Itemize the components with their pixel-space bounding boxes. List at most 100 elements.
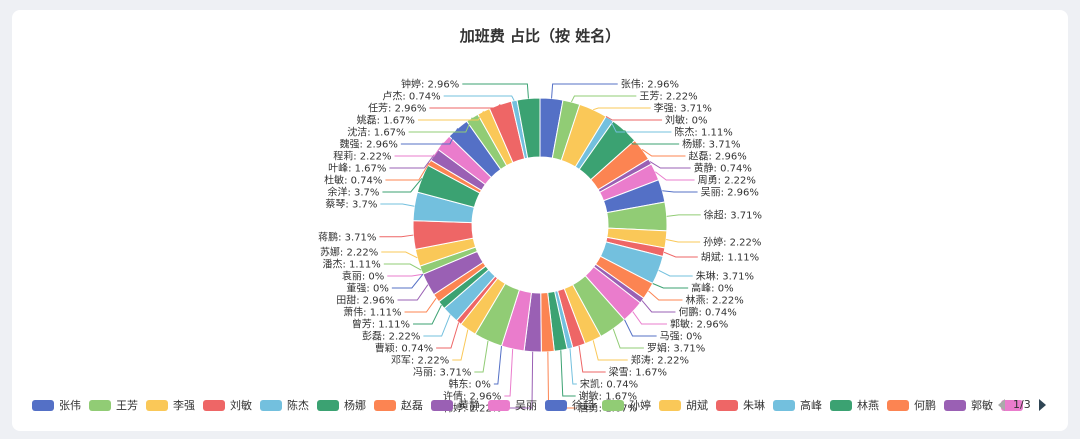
chart-legend: 张伟 王芳 李强 刘敏 陈杰 杨娜 赵磊 黄静 吴丽 徐超 孙婷 胡斌 朱琳 高峰 林燕 何鹏 郭敏 1/3	[12, 394, 1068, 416]
slice-label-余洋: 余洋: 3.7%	[327, 186, 379, 199]
legend-item-陈杰[interactable]: 陈杰	[260, 398, 309, 412]
leader-line-钟婷	[462, 83, 529, 99]
leader-line-程莉	[394, 142, 444, 157]
legend-swatch	[203, 399, 225, 411]
leader-line-郑涛	[592, 340, 628, 361]
leader-line-杨娜	[624, 130, 680, 145]
legend-next-icon[interactable]	[1038, 398, 1046, 411]
legend-label: 孙婷	[629, 399, 651, 412]
slice-label-韩婷: 韩婷: 2.22%	[443, 402, 501, 415]
slice-label-曾芳: 曾芳: 1.11%	[352, 318, 410, 331]
leader-line-林燕	[648, 290, 683, 301]
legend-label: 林燕	[857, 399, 879, 412]
slice-label-邓军: 邓军: 2.22%	[391, 355, 449, 367]
legend-swatch	[431, 399, 453, 411]
legend-swatch	[830, 399, 852, 411]
leader-line-任芳	[429, 104, 501, 109]
slice-label-朱琳: 朱琳: 3.71%	[696, 271, 754, 283]
legend-item-王芳[interactable]: 王芳	[89, 398, 138, 412]
slice-label-梁雪: 梁雪: 1.67%	[609, 366, 667, 379]
leader-line-曹颖	[436, 322, 460, 349]
slice-label-郭敏: 郭敏: 2.96%	[670, 318, 728, 331]
legend-item-孙婷[interactable]: 孙婷	[602, 398, 651, 412]
leader-line-胡斌	[663, 251, 698, 258]
leader-line-姚磊	[417, 110, 484, 121]
legend-swatch	[602, 399, 624, 411]
leader-line-曾芳	[413, 304, 442, 325]
leader-line-黄静	[649, 161, 691, 169]
slice-label-徐超: 徐超: 3.71%	[704, 208, 762, 221]
legend-label: 王芳	[116, 399, 138, 412]
leader-line-彭磊	[423, 314, 451, 337]
legend-label: 胡斌	[686, 399, 708, 412]
legend-item-胡斌[interactable]: 胡斌	[659, 398, 708, 412]
legend-item-李强[interactable]: 李强	[146, 398, 195, 412]
leader-line-梁雪	[578, 345, 606, 373]
slice-label-张伟: 张伟: 2.96%	[621, 78, 679, 91]
slice-label-高峰: 高峰: 0%	[691, 282, 733, 295]
legend-item-高峰[interactable]: 高峰	[773, 398, 822, 412]
slice-label-孙婷: 孙婷: 2.22%	[703, 235, 761, 248]
leader-line-李强	[593, 107, 651, 111]
legend-item-刘敏[interactable]: 刘敏	[203, 398, 252, 412]
legend-item-徐超[interactable]: 徐超	[545, 398, 594, 412]
legend-swatch	[317, 399, 339, 411]
legend-item-partial[interactable]	[1001, 398, 1028, 412]
legend-label: 何鹏	[914, 399, 936, 412]
legend-item-朱琳[interactable]: 朱琳	[716, 398, 765, 412]
leader-line-马强	[624, 319, 657, 337]
legend-item-杨娜[interactable]: 杨娜	[317, 398, 366, 412]
legend-label: 郭敏	[971, 399, 993, 412]
slice-label-宋凯: 宋凯: 0.74%	[580, 378, 638, 391]
leader-line-魏强	[400, 128, 459, 145]
legend-label: 李强	[173, 399, 195, 412]
legend-label: 高峰	[800, 399, 822, 412]
legend-swatch	[89, 399, 111, 411]
donut-chart: 张伟: 2.96%王芳: 2.22%李强: 3.71%刘敏: 0%陈杰: 1.1…	[318, 78, 762, 415]
slice-labels-group: 张伟: 2.96%王芳: 2.22%李强: 3.71%刘敏: 0%陈杰: 1.1…	[318, 78, 762, 415]
leader-line-许倩	[504, 348, 514, 397]
legend-swatch	[488, 399, 510, 411]
legend-item-吴丽[interactable]: 吴丽	[488, 398, 537, 412]
legend-label: 赵磊	[401, 399, 423, 412]
legend-swatch	[716, 399, 738, 411]
leader-line-韩东	[493, 345, 503, 385]
legend-item-林燕[interactable]: 林燕	[830, 398, 879, 412]
legend-pager: 1/3	[998, 398, 1046, 411]
legend-label: 张伟	[59, 399, 81, 412]
legend-item-赵磊[interactable]: 赵磊	[374, 398, 423, 412]
legend-prev-icon[interactable]	[998, 398, 1005, 411]
legend-label: 徐超	[572, 399, 594, 412]
slice-label-黄静: 黄静: 0.74%	[694, 162, 752, 175]
legend-item-黄静[interactable]: 黄静	[431, 398, 480, 412]
leader-line-卢杰	[443, 95, 515, 101]
slice-label-钟婷: 钟婷: 2.96%	[401, 78, 459, 91]
legend-item-何鹏[interactable]: 何鹏	[887, 398, 936, 412]
slice-label-苏娜: 苏娜: 2.22%	[320, 246, 378, 259]
slice-label-马强: 马强: 0%	[660, 331, 702, 343]
slice-label-胡斌: 胡斌: 1.11%	[701, 250, 759, 263]
legend-item-张伟[interactable]: 张伟	[32, 398, 81, 412]
legend-item-郭敏[interactable]: 郭敏	[944, 398, 993, 412]
legend-swatch	[944, 399, 966, 411]
leader-line-刘敏	[605, 116, 663, 121]
slice-label-袁丽: 袁丽: 0%	[342, 271, 384, 283]
slice-label-许倩: 许倩: 2.96%	[443, 390, 501, 403]
chart-title: 加班费 占比（按 姓名）	[459, 27, 621, 45]
slice-label-程莉: 程莉: 2.22%	[333, 151, 391, 163]
slice-label-王芳: 王芳: 2.22%	[639, 90, 697, 103]
legend-swatch	[545, 399, 567, 411]
slice-label-陈杰: 陈杰: 1.11%	[674, 126, 732, 139]
slice-label-沈洁: 沈洁: 1.67%	[347, 126, 405, 139]
slice-钟婷[interactable]	[516, 97, 541, 159]
slice-label-曹颖: 曹颖: 0.74%	[375, 342, 433, 355]
leader-line-杜敏	[385, 162, 430, 181]
slice-label-谢敏: 谢敏: 1.67%	[579, 390, 637, 403]
slice-label-杜敏: 杜敏: 0.74%	[324, 174, 382, 187]
slice-label-刘敏: 刘敏: 0%	[665, 114, 707, 127]
leader-line-宋凯	[569, 348, 577, 385]
legend-swatch	[146, 399, 168, 411]
slices-group	[412, 97, 668, 353]
leader-line-萧伟	[404, 297, 437, 313]
leader-line-沈洁	[408, 117, 473, 133]
